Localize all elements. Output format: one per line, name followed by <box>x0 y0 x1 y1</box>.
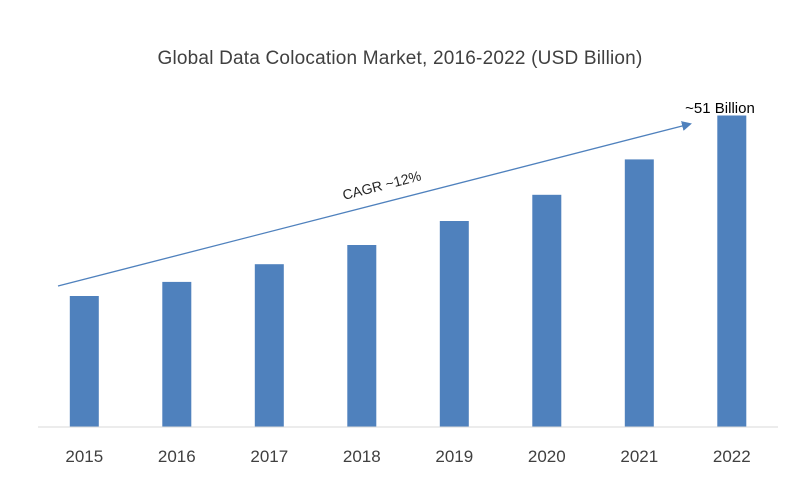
bar-2022 <box>717 115 747 427</box>
chart-title: Global Data Colocation Market, 2016-2022… <box>157 48 643 69</box>
x-tick-label-2015: 2015 <box>65 447 103 466</box>
bar-2016 <box>162 281 192 427</box>
x-tick-label-2016: 2016 <box>158 447 196 466</box>
x-tick-label-2018: 2018 <box>343 447 381 466</box>
cagr-trend-arrow <box>57 121 692 287</box>
end-value-label: ~51 Billion <box>685 100 755 117</box>
x-tick-label-2020: 2020 <box>528 447 566 466</box>
bar-2019 <box>439 221 469 427</box>
cagr-label: CAGR ~12% <box>341 167 423 203</box>
x-tick-label-2019: 2019 <box>435 447 473 466</box>
x-tick-label-2022: 2022 <box>713 447 751 466</box>
bar-2021 <box>624 159 654 427</box>
x-tick-label-2017: 2017 <box>250 447 288 466</box>
bar-2015 <box>69 296 99 427</box>
bar-2018 <box>347 245 377 427</box>
bar-2017 <box>254 264 284 427</box>
x-tick-label-2021: 2021 <box>620 447 658 466</box>
bar-2020 <box>532 194 562 427</box>
